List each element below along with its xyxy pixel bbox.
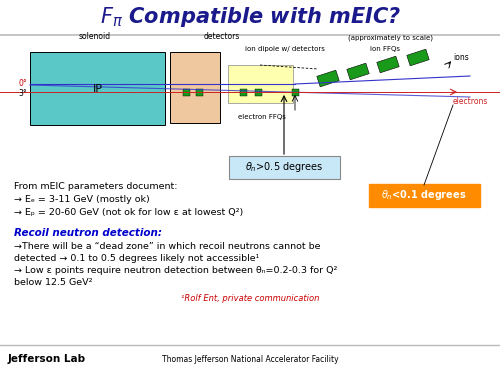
Text: electrons: electrons	[453, 96, 488, 105]
Text: Jefferson Lab: Jefferson Lab	[8, 354, 86, 364]
Text: IP: IP	[92, 84, 102, 93]
Text: ion dipole w/ detectors: ion dipole w/ detectors	[245, 46, 325, 52]
Text: $\theta_n$<0.1 degrees: $\theta_n$<0.1 degrees	[382, 188, 466, 202]
Text: Thomas Jefferson National Accelerator Facility: Thomas Jefferson National Accelerator Fa…	[162, 354, 338, 363]
Bar	[240, 89, 247, 96]
Text: →There will be a “dead zone” in which recoil neutrons cannot be: →There will be a “dead zone” in which re…	[14, 242, 320, 251]
FancyBboxPatch shape	[368, 183, 480, 207]
Text: electron FFQs: electron FFQs	[238, 114, 286, 120]
Text: From mEIC parameters document:: From mEIC parameters document:	[14, 182, 177, 191]
Text: $F_{\pi}$ Compatible with mEIC?: $F_{\pi}$ Compatible with mEIC?	[100, 5, 401, 29]
Text: → Low ε points require neutron detection between θₙ=0.2-0.3 for Q²: → Low ε points require neutron detection…	[14, 266, 338, 275]
Bar	[317, 70, 339, 87]
Text: solenoid: solenoid	[79, 32, 111, 41]
Bar	[30, 52, 165, 125]
Bar	[255, 89, 262, 96]
Bar	[347, 63, 369, 80]
Text: detectors: detectors	[204, 32, 240, 41]
Text: (approximately to scale): (approximately to scale)	[348, 34, 432, 41]
FancyBboxPatch shape	[228, 156, 340, 178]
Text: below 12.5 GeV²: below 12.5 GeV²	[14, 278, 92, 287]
Bar	[292, 89, 299, 96]
Text: → Eₑ = 3-11 GeV (mostly ok): → Eₑ = 3-11 GeV (mostly ok)	[14, 195, 150, 204]
Text: → Eₚ = 20-60 GeV (not ok for low ε at lowest Q²): → Eₚ = 20-60 GeV (not ok for low ε at lo…	[14, 208, 243, 217]
Text: ion FFQs: ion FFQs	[370, 46, 400, 52]
Text: 0°: 0°	[18, 78, 27, 87]
Bar	[170, 52, 220, 123]
Text: 3°: 3°	[18, 88, 27, 98]
Text: ions: ions	[453, 53, 469, 62]
Text: ¹Rolf Ent, private communication: ¹Rolf Ent, private communication	[181, 294, 319, 303]
Bar	[183, 89, 190, 96]
Text: detected → 0.1 to 0.5 degrees likely not accessible¹: detected → 0.1 to 0.5 degrees likely not…	[14, 254, 260, 263]
Bar	[228, 65, 293, 103]
Bar	[377, 56, 399, 73]
Text: Recoil neutron detection:: Recoil neutron detection:	[14, 228, 162, 238]
Text: $\theta_n$>0.5 degrees: $\theta_n$>0.5 degrees	[245, 160, 323, 174]
Bar	[196, 89, 203, 96]
Bar	[407, 49, 429, 66]
